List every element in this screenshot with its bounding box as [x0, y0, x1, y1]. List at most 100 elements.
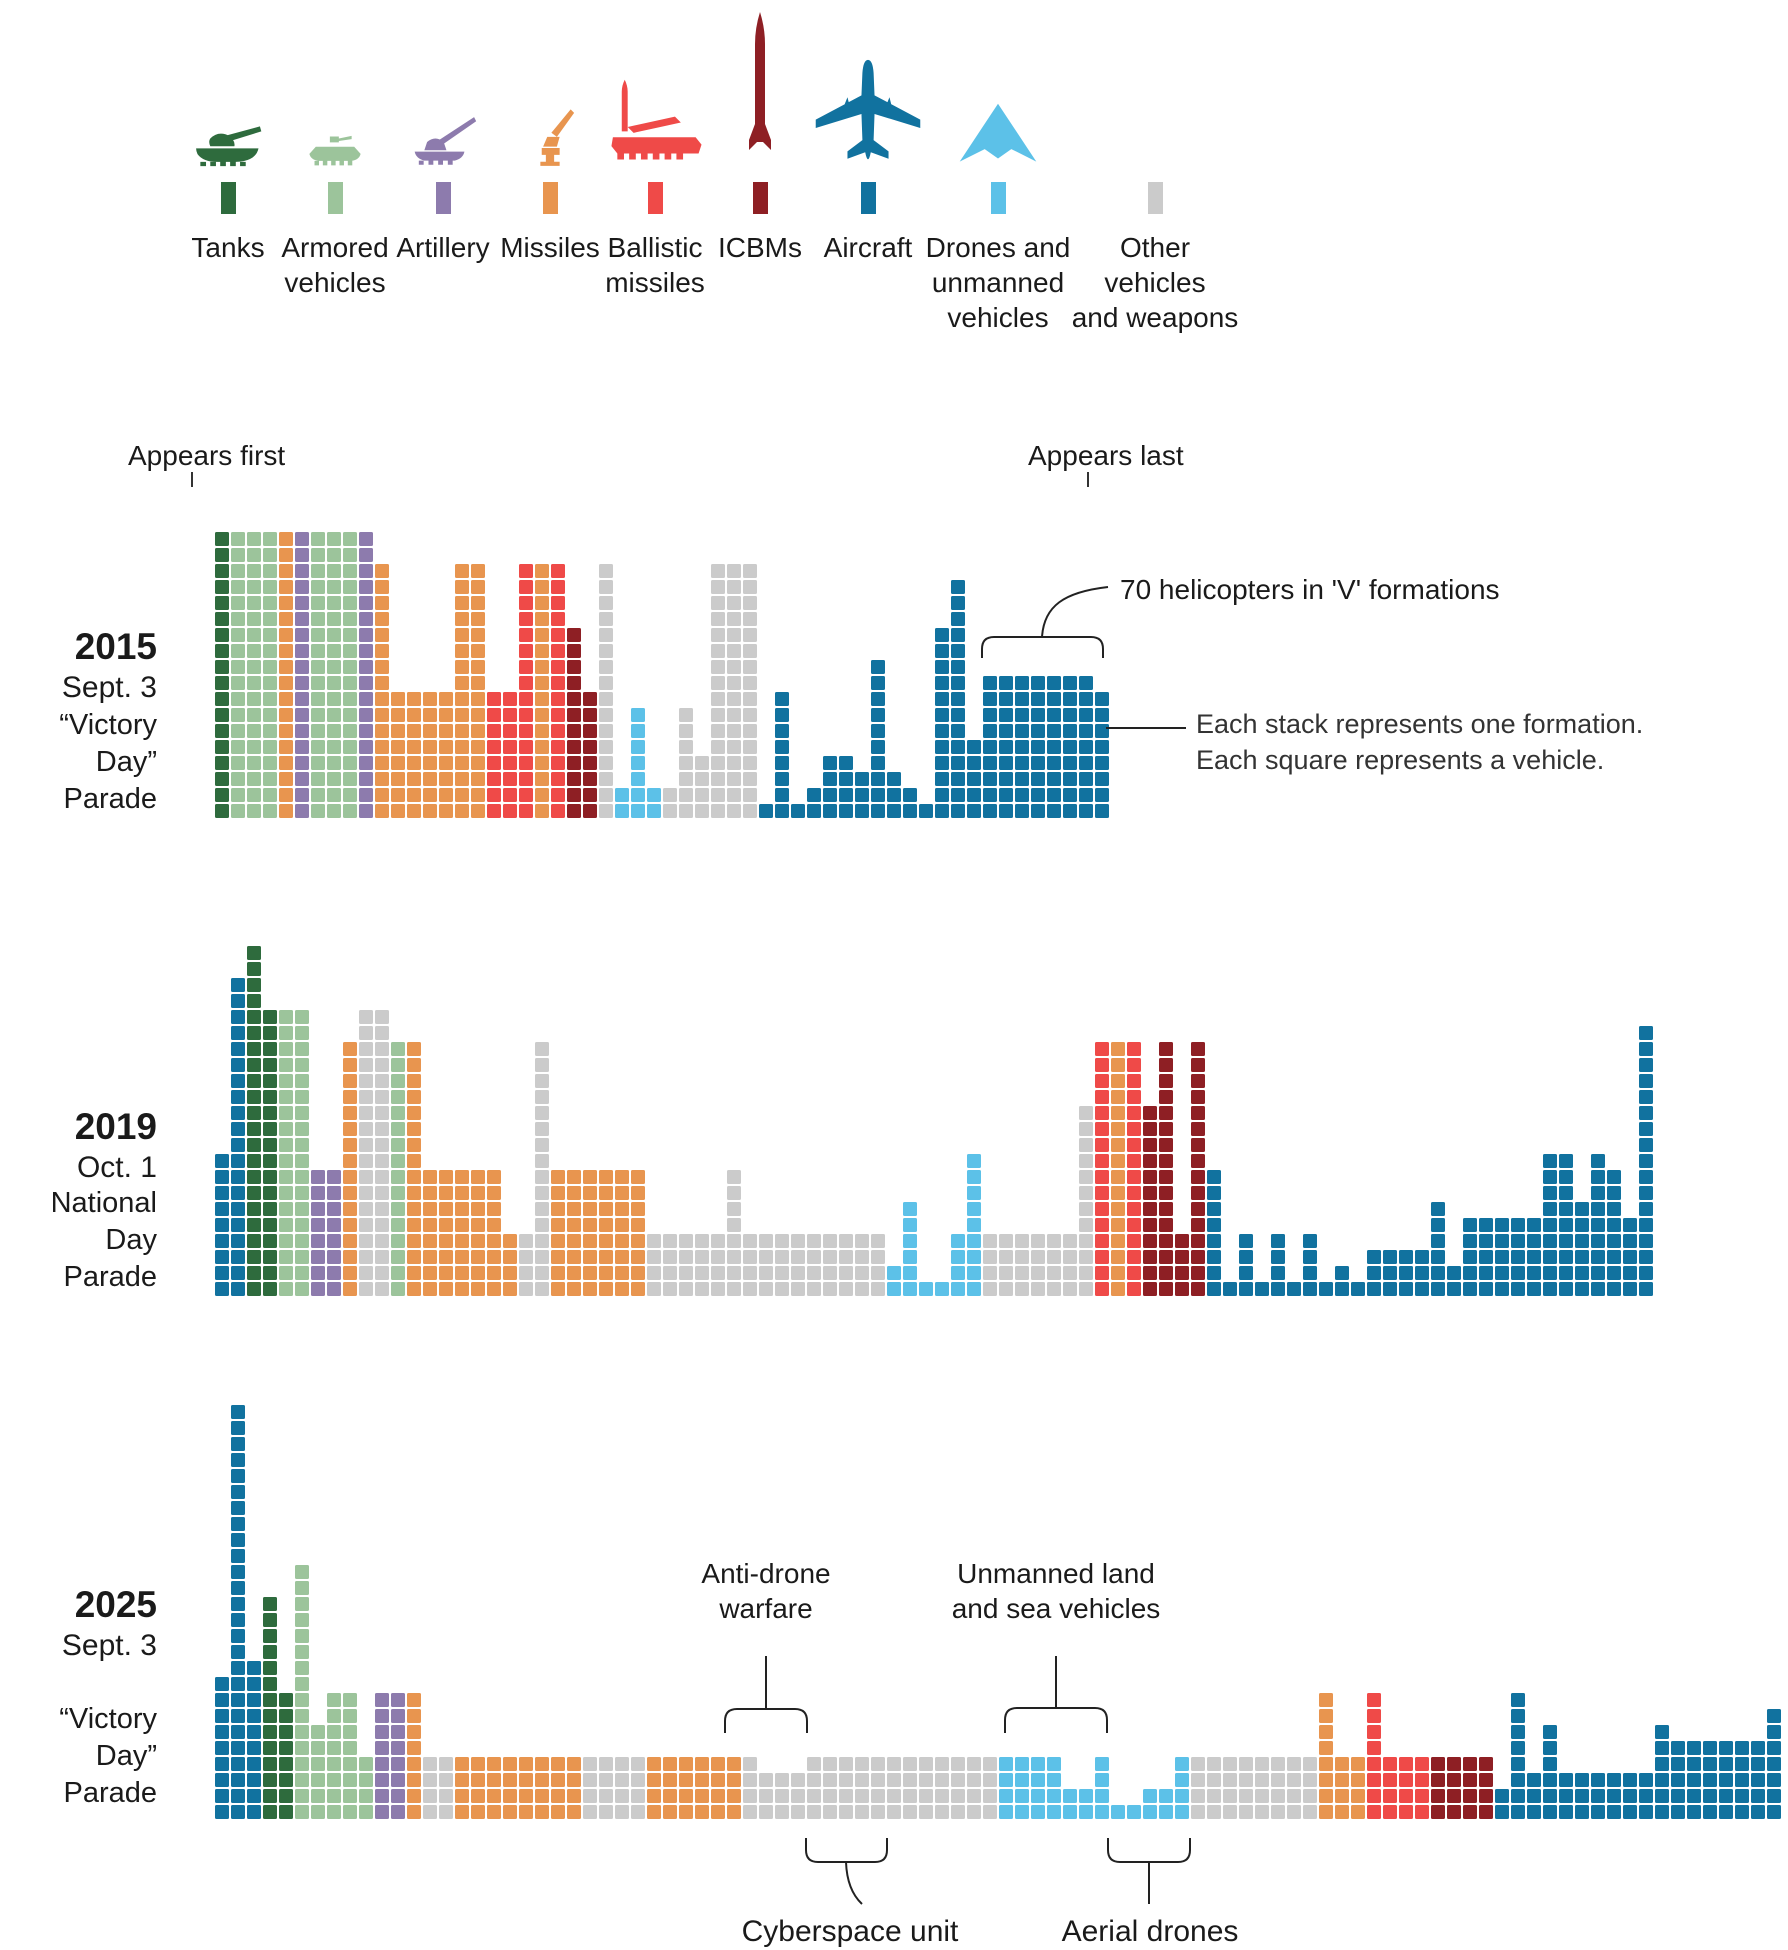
formation-stack — [295, 530, 309, 818]
formation-stack — [1527, 1216, 1541, 1296]
formation-stack — [1607, 1771, 1621, 1819]
formation-stack — [823, 1232, 837, 1296]
formation-stack — [951, 1232, 965, 1296]
formation-stack — [423, 1168, 437, 1296]
legend-label-drones: Drones and unmanned vehicles — [925, 232, 1071, 333]
armored-vehicle-icon — [303, 6, 367, 170]
legend-item-ballistic-missiles: Ballistic missiles — [570, 6, 740, 300]
tank-icon — [189, 6, 267, 170]
formation-stack — [1703, 1739, 1717, 1819]
formation-stack — [631, 1168, 645, 1296]
legend-item-artillery: Artillery — [358, 6, 528, 265]
formation-stack — [263, 1008, 277, 1296]
formation-stack — [1303, 1755, 1317, 1819]
formation-stack — [1399, 1248, 1413, 1296]
formation-stack — [919, 1755, 933, 1819]
formation-stack — [519, 562, 533, 818]
formation-stack — [1335, 1264, 1349, 1296]
formation-stack — [807, 1755, 821, 1819]
formation-stack — [663, 786, 677, 818]
legend-item-icbms: ICBMs — [675, 6, 845, 265]
formation-stack — [1111, 1803, 1125, 1819]
formation-stack — [727, 1755, 741, 1819]
formation-stack — [1175, 1755, 1189, 1819]
parade-event: “Victory Day” Parade — [59, 709, 157, 815]
formation-stack — [1063, 1787, 1077, 1819]
formation-stack — [631, 1755, 645, 1819]
formation-stack — [1175, 1232, 1189, 1296]
formation-stack — [775, 1771, 789, 1819]
formation-stack — [1495, 1787, 1509, 1819]
formation-stack — [647, 786, 661, 818]
formation-stack — [279, 1008, 293, 1296]
formation-stack — [455, 562, 469, 818]
formation-stack — [247, 530, 261, 818]
formation-stack — [679, 1232, 693, 1296]
formation-stack — [1047, 1232, 1061, 1296]
formation-stack — [1447, 1264, 1461, 1296]
formation-stack — [1655, 1723, 1669, 1819]
formation-stack — [1351, 1755, 1365, 1819]
formation-stack — [1735, 1739, 1749, 1819]
formation-stack — [1351, 1280, 1365, 1296]
formation-stack — [887, 1755, 901, 1819]
formation-stack — [615, 1168, 629, 1296]
formation-stack — [1159, 1787, 1173, 1819]
formation-stack — [967, 1755, 981, 1819]
appears-first-tick — [191, 472, 193, 487]
legend-label-aircraft: Aircraft — [823, 232, 913, 263]
formation-stack — [1015, 1232, 1029, 1296]
drone-icon — [955, 6, 1041, 170]
formation-stack — [1031, 1755, 1045, 1819]
formation-stack — [1591, 1152, 1605, 1296]
formation-stack — [1207, 1755, 1221, 1819]
formation-stack — [1431, 1200, 1445, 1296]
artillery-swatch — [435, 182, 451, 214]
other-swatch — [1147, 182, 1163, 214]
formation-stack — [1255, 1280, 1269, 1296]
formation-stack — [1511, 1691, 1525, 1819]
formation-stack — [1623, 1771, 1637, 1819]
parade-year: 2015 — [74, 626, 157, 667]
formation-stack — [871, 658, 885, 818]
formation-stack — [903, 786, 917, 818]
parade-event: “Victory Day” Parade — [59, 1703, 157, 1809]
drones-swatch — [990, 182, 1006, 214]
legend-label-icbms: ICBMs — [718, 232, 802, 263]
formation-stack — [375, 562, 389, 818]
legend-label-armored-vehicles: Armored vehicles — [281, 232, 389, 298]
formation-stack — [1095, 1755, 1109, 1819]
formation-stack — [1415, 1755, 1429, 1819]
formation-stack — [1511, 1216, 1525, 1296]
formation-stack — [1031, 674, 1045, 818]
formation-stack — [1095, 690, 1109, 818]
formation-stack — [359, 1008, 373, 1296]
formation-stack — [263, 1595, 277, 1819]
formation-stack — [791, 1771, 805, 1819]
formation-stack — [487, 690, 501, 818]
formation-stack — [663, 1232, 677, 1296]
formation-stack — [599, 1168, 613, 1296]
formation-stack — [599, 1755, 613, 1819]
formation-stack — [695, 1755, 709, 1819]
legend-label-ballistic-missiles: Ballistic missiles — [605, 232, 705, 298]
formation-stack — [343, 1040, 357, 1296]
formation-stack — [887, 1264, 901, 1296]
formation-stack — [583, 1168, 597, 1296]
formation-stack — [967, 738, 981, 818]
formation-stack — [695, 1232, 709, 1296]
formation-stack — [1191, 1755, 1205, 1819]
formation-stack — [919, 802, 933, 818]
formation-stack — [1127, 1803, 1141, 1819]
formation-stack — [695, 754, 709, 818]
formation-stack — [1319, 1280, 1333, 1296]
formation-stack — [791, 802, 805, 818]
cyberspace-stem — [845, 1861, 863, 1905]
formation-stack — [311, 530, 325, 818]
formation-stack — [871, 1232, 885, 1296]
parade-label-2015: 2015 Sept. 3 “Victory Day” Parade — [0, 626, 157, 818]
formation-stack — [551, 1168, 565, 1296]
formation-stack — [1271, 1232, 1285, 1296]
formation-stack — [999, 1232, 1013, 1296]
